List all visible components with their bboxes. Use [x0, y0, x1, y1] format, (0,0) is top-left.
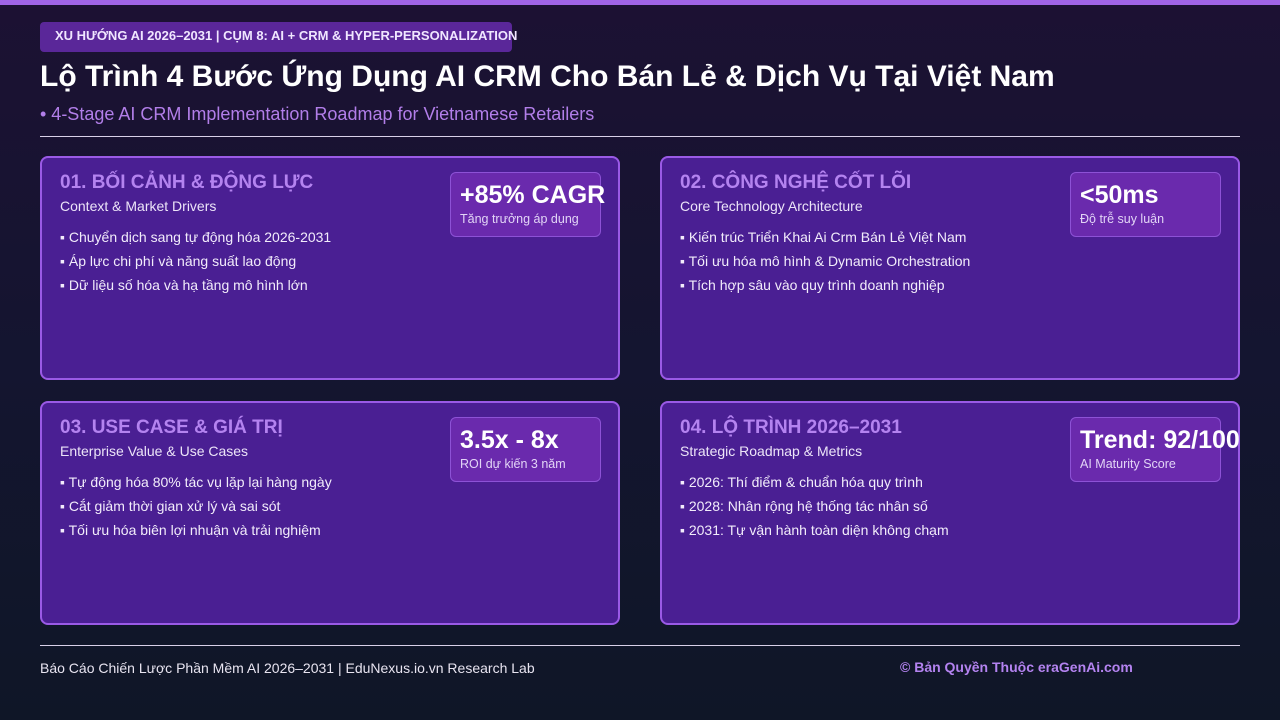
metric-box: +85% CAGR Tăng trưởng áp dụng [450, 172, 605, 237]
card-title: 04. LỘ TRÌNH 2026–2031 [680, 417, 902, 438]
slide-subtitle: • 4-Stage AI CRM Implementation Roadmap … [40, 104, 595, 124]
metric-label: Tăng trưởng áp dụng [460, 212, 579, 226]
metric-value: +85% CAGR [460, 181, 606, 209]
card-subtitle: Strategic Roadmap & Metrics [680, 443, 863, 459]
footer-copyright: © Bản Quyền Thuộc eraGenAi.com [900, 659, 1133, 675]
card: 04. LỘ TRÌNH 2026–2031 Strategic Roadmap … [660, 401, 1240, 625]
card: 03. USE CASE & GIÁ TRỊ Enterprise Value &… [40, 401, 620, 625]
header-tag: XU HƯỚNG AI 2026–2031 | CỤM 8: AI + CRM … [40, 22, 517, 52]
bullet: Cắt giảm thời gian xử lý và sai sót [60, 497, 332, 521]
bullet: Dữ liệu số hóa và hạ tầng mô hình lớn [60, 276, 331, 300]
bullet: Chuyển dịch sang tự động hóa 2026-2031 [60, 228, 331, 252]
metric-box: 3.5x - 8x ROI dự kiến 3 năm [450, 417, 601, 482]
bullet: Áp lực chi phí và năng suất lao động [60, 252, 331, 276]
bullet: 2026: Thí điểm & chuẩn hóa quy trình [680, 473, 949, 497]
bullet: 2028: Nhân rộng hệ thống tác nhân số [680, 497, 949, 521]
card-title: 03. USE CASE & GIÁ TRỊ [60, 417, 283, 438]
bullet: Tối ưu hóa mô hình & Dynamic Orchestrati… [680, 252, 971, 276]
metric-label: AI Maturity Score [1080, 457, 1176, 471]
top-bar [0, 0, 1280, 5]
card-title: 01. BỐI CẢNH & ĐỘNG LỰC [60, 172, 314, 193]
card-title: 02. CÔNG NGHỆ CỐT LÕI [680, 172, 912, 193]
bullet: Kiến trúc Triển Khai Ai Crm Bán Lẻ Việt … [680, 228, 970, 252]
card-subtitle: Enterprise Value & Use Cases [60, 443, 249, 459]
metric-value: <50ms [1080, 181, 1159, 209]
metric-label: ROI dự kiến 3 năm [460, 457, 566, 471]
footer-text: Báo Cáo Chiến Lược Phần Mềm AI 2026–2031… [40, 660, 535, 676]
card: 01. BỐI CẢNH & ĐỘNG LỰC Context & Market … [40, 156, 620, 380]
card: 02. CÔNG NGHỆ CỐT LÕI Core Technology Arc… [660, 156, 1240, 380]
bullet: 2031: Tự vận hành toàn diện không chạm [680, 521, 949, 545]
metric-value: 3.5x - 8x [460, 426, 559, 454]
card-subtitle: Context & Market Drivers [60, 198, 217, 214]
bullet: Tích hợp sâu vào quy trình doanh nghiệp [680, 276, 970, 300]
metric-box: Trend: 92/100 AI Maturity Score [1070, 417, 1240, 482]
divider [40, 645, 1240, 646]
bullet-list: Tự động hóa 80% tác vụ lặp lại hàng ngày… [60, 473, 332, 545]
bullet-list: Kiến trúc Triển Khai Ai Crm Bán Lẻ Việt … [680, 228, 971, 300]
metric-label: Độ trễ suy luận [1080, 212, 1165, 226]
bullet: Tự động hóa 80% tác vụ lặp lại hàng ngày [60, 473, 332, 497]
bullet-list: 2026: Thí điểm & chuẩn hóa quy trình2028… [680, 473, 949, 545]
bullet: Tối ưu hóa biên lợi nhuận và trải nghiệm [60, 521, 332, 545]
metric-value: Trend: 92/100 [1080, 426, 1240, 454]
bullet-list: Chuyển dịch sang tự động hóa 2026-2031Áp… [60, 228, 331, 300]
metric-box: <50ms Độ trễ suy luận [1070, 172, 1221, 237]
divider [40, 136, 1240, 137]
slide-title: Lộ Trình 4 Bước Ứng Dụng AI CRM Cho Bán … [40, 60, 1055, 93]
card-subtitle: Core Technology Architecture [680, 198, 863, 214]
